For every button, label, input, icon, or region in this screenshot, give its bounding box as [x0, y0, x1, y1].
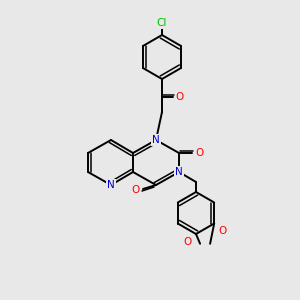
Text: N: N	[152, 135, 160, 145]
Text: O: O	[195, 148, 203, 158]
Text: O: O	[184, 237, 192, 247]
Text: O: O	[218, 226, 226, 236]
Text: O: O	[176, 92, 184, 102]
Text: Cl: Cl	[157, 18, 167, 28]
Text: N: N	[175, 167, 183, 177]
Text: O: O	[131, 185, 139, 195]
Text: N: N	[107, 180, 115, 190]
